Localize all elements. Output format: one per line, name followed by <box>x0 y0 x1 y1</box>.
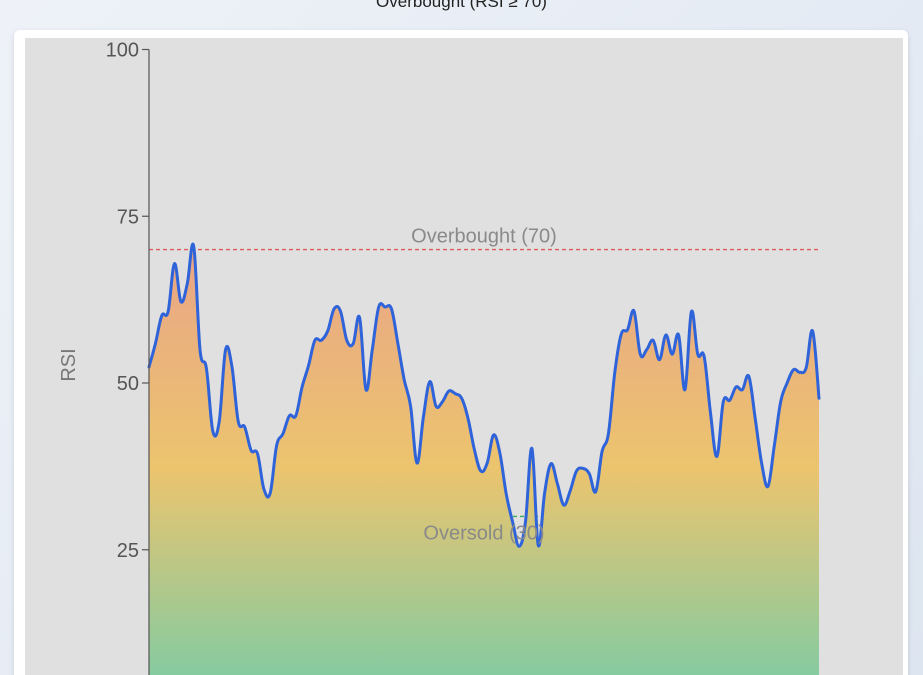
rsi-area-fill <box>149 244 819 675</box>
reference-labels: Overbought (70) Oversold (30) <box>411 226 557 545</box>
rsi-line <box>147 242 821 548</box>
reference-label-30: Oversold (30) <box>423 522 544 544</box>
y-axis: 25 50 75 100 <box>106 40 150 675</box>
y-tick-label-25: 25 <box>117 540 139 562</box>
y-axis-title: RSI <box>58 348 80 381</box>
y-tick-label-50: 50 <box>117 373 139 395</box>
y-tick-label-100: 100 <box>106 40 139 62</box>
y-tick-label-75: 75 <box>117 206 139 228</box>
reference-label-70: Overbought (70) <box>411 226 557 248</box>
chart-header-legend: Overbought (RSI ≥ 70) <box>376 0 547 11</box>
